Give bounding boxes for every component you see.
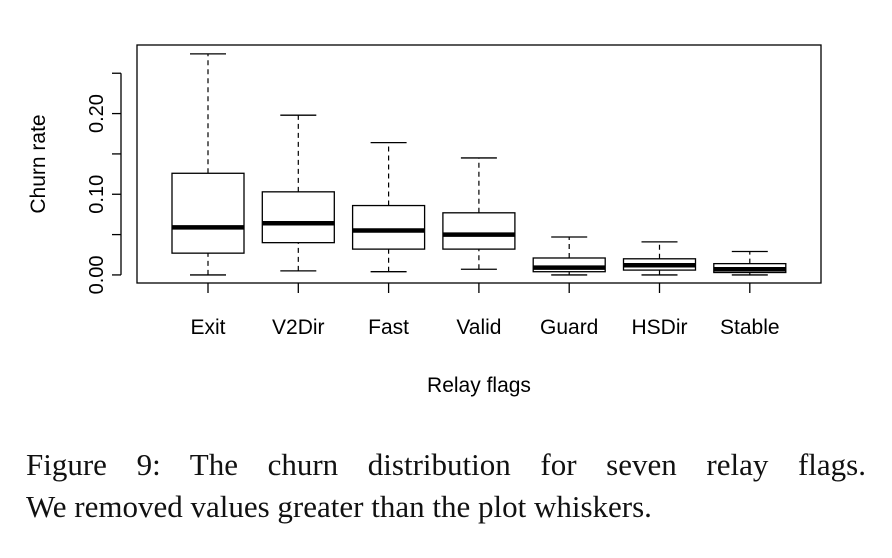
x-tick-label: Valid [456,316,501,339]
y-tick-label: 0.20 [86,94,108,133]
box-guard [532,236,606,276]
box-fast [351,141,426,273]
box-stable [713,250,787,276]
y-axis: 0.00 0.10 0.20 [86,72,122,294]
x-tick-label: Guard [540,316,598,339]
box-iqr [171,172,245,254]
x-tick-label: Fast [368,316,409,339]
box-exit [171,53,245,276]
box-plot: 0.00 0.10 0.20 Exit V2Dir Fast Valid Guard HSDi… [27,44,822,397]
caption-line-1: Figure 9: The churn distribution for sev… [26,447,866,482]
box-iqr [351,204,426,250]
x-tick-label: HSDir [632,316,688,339]
box-iqr [442,212,516,250]
x-axis-title: Relay flags [427,374,531,397]
box-iqr [261,191,335,244]
x-tick-label: Exit [190,316,225,339]
boxes [171,53,787,276]
y-axis-title: Churn rate [27,114,50,213]
figure-caption: Figure 9: The churn distribution for sev… [26,444,866,528]
y-tick-label: 0.00 [86,255,108,294]
x-tick-label: Stable [720,316,780,339]
x-axis: Exit V2Dir Fast Valid Guard HSDir Stable [190,283,780,339]
box-hsdir [622,241,697,276]
x-tick-label: V2Dir [272,316,325,339]
y-tick-label: 0.10 [86,175,108,214]
box-valid [442,157,516,270]
caption-line-2: We removed values greater than the plot … [26,489,652,524]
box-v2dir [261,114,335,272]
